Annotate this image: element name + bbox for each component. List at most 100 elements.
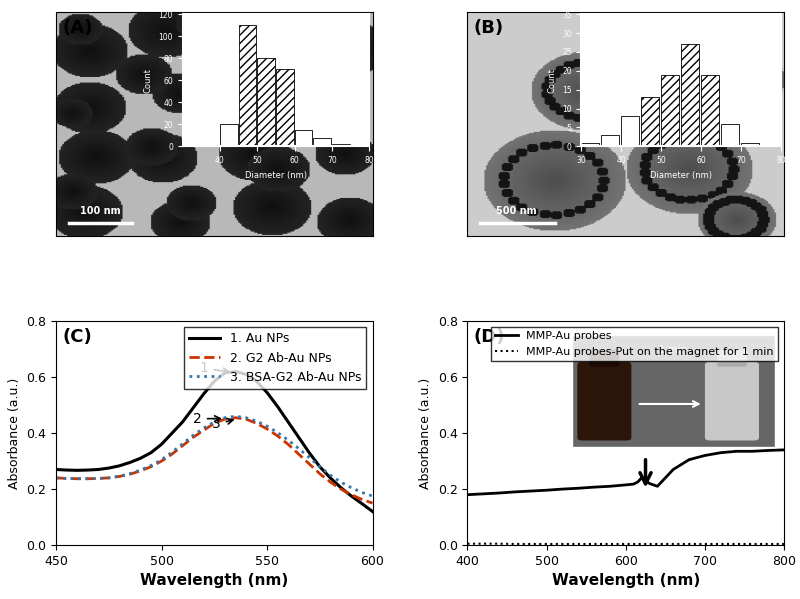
3. BSA-G2 Ab-Au NPs bbox=[178, 440, 187, 447]
Text: (B): (B) bbox=[474, 19, 504, 37]
MMP-Au probes-Put on the magnet for 1 min bbox=[649, 540, 658, 547]
3. BSA-G2 Ab-Au NPs bbox=[336, 479, 346, 486]
1. Au NPs bbox=[104, 464, 114, 471]
2. G2 Ab-Au NPs bbox=[167, 450, 177, 458]
3. BSA-G2 Ab-Au NPs bbox=[346, 484, 356, 491]
3. BSA-G2 Ab-Au NPs bbox=[72, 475, 82, 482]
3. BSA-G2 Ab-Au NPs bbox=[305, 454, 314, 461]
Legend: MMP-Au probes, MMP-Au probes-Put on the magnet for 1 min: MMP-Au probes, MMP-Au probes-Put on the … bbox=[491, 326, 778, 361]
MMP-Au probes bbox=[574, 485, 583, 492]
MMP-Au probes bbox=[590, 483, 599, 491]
1. Au NPs bbox=[178, 418, 187, 425]
Text: 500 nm: 500 nm bbox=[496, 205, 537, 216]
MMP-Au probes bbox=[510, 488, 520, 495]
3. BSA-G2 Ab-Au NPs bbox=[94, 475, 103, 482]
MMP-Au probes-Put on the magnet for 1 min bbox=[542, 540, 551, 547]
MMP-Au probes-Put on the magnet for 1 min bbox=[494, 540, 504, 547]
MMP-Au probes-Put on the magnet for 1 min bbox=[747, 540, 757, 547]
2. G2 Ab-Au NPs bbox=[305, 460, 314, 467]
MMP-Au probes bbox=[684, 456, 694, 463]
3. BSA-G2 Ab-Au NPs bbox=[125, 470, 134, 477]
3. BSA-G2 Ab-Au NPs bbox=[220, 414, 230, 421]
2. G2 Ab-Au NPs bbox=[326, 479, 335, 486]
3. BSA-G2 Ab-Au NPs bbox=[104, 474, 114, 482]
Legend: 1. Au NPs, 2. G2 Ab-Au NPs, 3. BSA-G2 Ab-Au NPs: 1. Au NPs, 2. G2 Ab-Au NPs, 3. BSA-G2 Ab… bbox=[183, 327, 366, 389]
3. BSA-G2 Ab-Au NPs bbox=[146, 462, 156, 469]
MMP-Au probes-Put on the magnet for 1 min bbox=[462, 540, 472, 547]
MMP-Au probes-Put on the magnet for 1 min bbox=[645, 540, 654, 547]
2. G2 Ab-Au NPs bbox=[368, 500, 378, 507]
3. BSA-G2 Ab-Au NPs bbox=[210, 418, 219, 425]
1. Au NPs bbox=[114, 462, 124, 470]
MMP-Au probes-Put on the magnet for 1 min bbox=[779, 540, 789, 547]
MMP-Au probes bbox=[649, 482, 658, 489]
2. G2 Ab-Au NPs bbox=[136, 467, 146, 474]
3. BSA-G2 Ab-Au NPs bbox=[114, 473, 124, 480]
3. BSA-G2 Ab-Au NPs bbox=[188, 432, 198, 439]
MMP-Au probes-Put on the magnet for 1 min bbox=[621, 540, 630, 547]
Y-axis label: Absorbance (a.u.): Absorbance (a.u.) bbox=[8, 377, 21, 489]
1. Au NPs bbox=[230, 368, 240, 375]
MMP-Au probes-Put on the magnet for 1 min bbox=[574, 540, 583, 547]
3. BSA-G2 Ab-Au NPs bbox=[136, 467, 146, 474]
MMP-Au probes bbox=[605, 483, 614, 490]
3. BSA-G2 Ab-Au NPs bbox=[326, 471, 335, 479]
Line: 3. BSA-G2 Ab-Au NPs: 3. BSA-G2 Ab-Au NPs bbox=[56, 416, 373, 496]
1. Au NPs bbox=[83, 467, 93, 474]
2. G2 Ab-Au NPs bbox=[210, 420, 219, 427]
MMP-Au probes bbox=[653, 483, 662, 490]
MMP-Au probes-Put on the magnet for 1 min bbox=[700, 540, 710, 547]
3. BSA-G2 Ab-Au NPs bbox=[167, 449, 177, 456]
1. Au NPs bbox=[210, 378, 219, 385]
3. BSA-G2 Ab-Au NPs bbox=[199, 425, 209, 432]
2. G2 Ab-Au NPs bbox=[294, 450, 303, 458]
1. Au NPs bbox=[125, 459, 134, 466]
2. G2 Ab-Au NPs bbox=[357, 496, 366, 503]
MMP-Au probes-Put on the magnet for 1 min bbox=[641, 540, 650, 547]
1. Au NPs bbox=[136, 455, 146, 462]
MMP-Au probes-Put on the magnet for 1 min bbox=[763, 540, 773, 547]
3. BSA-G2 Ab-Au NPs bbox=[315, 463, 325, 470]
2. G2 Ab-Au NPs bbox=[72, 475, 82, 482]
1. Au NPs bbox=[336, 484, 346, 491]
MMP-Au probes-Put on the magnet for 1 min bbox=[605, 540, 614, 547]
1. Au NPs bbox=[252, 378, 262, 385]
3. BSA-G2 Ab-Au NPs bbox=[230, 413, 240, 420]
MMP-Au probes-Put on the magnet for 1 min bbox=[478, 540, 488, 547]
MMP-Au probes bbox=[494, 489, 504, 497]
2. G2 Ab-Au NPs bbox=[114, 473, 124, 480]
3. BSA-G2 Ab-Au NPs bbox=[51, 474, 61, 482]
Text: (D): (D) bbox=[474, 328, 506, 346]
1. Au NPs bbox=[305, 449, 314, 456]
1. Au NPs bbox=[357, 500, 366, 507]
1. Au NPs bbox=[294, 434, 303, 441]
2. G2 Ab-Au NPs bbox=[199, 426, 209, 434]
MMP-Au probes bbox=[478, 490, 488, 497]
MMP-Au probes bbox=[779, 446, 789, 453]
3. BSA-G2 Ab-Au NPs bbox=[283, 437, 293, 444]
2. G2 Ab-Au NPs bbox=[252, 420, 262, 427]
1. Au NPs bbox=[368, 508, 378, 515]
3. BSA-G2 Ab-Au NPs bbox=[83, 475, 93, 482]
2. G2 Ab-Au NPs bbox=[94, 475, 103, 482]
1. Au NPs bbox=[167, 429, 177, 437]
MMP-Au probes bbox=[716, 449, 726, 456]
MMP-Au probes-Put on the magnet for 1 min bbox=[684, 540, 694, 547]
3. BSA-G2 Ab-Au NPs bbox=[294, 445, 303, 452]
MMP-Au probes bbox=[558, 486, 567, 493]
2. G2 Ab-Au NPs bbox=[346, 491, 356, 498]
MMP-Au probes-Put on the magnet for 1 min bbox=[633, 540, 642, 547]
2. G2 Ab-Au NPs bbox=[315, 470, 325, 477]
3. BSA-G2 Ab-Au NPs bbox=[273, 429, 282, 436]
3. BSA-G2 Ab-Au NPs bbox=[368, 492, 378, 500]
1. Au NPs bbox=[188, 404, 198, 412]
2. G2 Ab-Au NPs bbox=[262, 425, 272, 432]
X-axis label: Wavelength (nm): Wavelength (nm) bbox=[140, 573, 288, 588]
1. Au NPs bbox=[72, 467, 82, 474]
MMP-Au probes bbox=[700, 452, 710, 459]
2. G2 Ab-Au NPs bbox=[62, 475, 71, 482]
3. BSA-G2 Ab-Au NPs bbox=[262, 422, 272, 429]
MMP-Au probes-Put on the magnet for 1 min bbox=[716, 540, 726, 547]
1. Au NPs bbox=[262, 389, 272, 396]
Text: (C): (C) bbox=[62, 328, 92, 346]
